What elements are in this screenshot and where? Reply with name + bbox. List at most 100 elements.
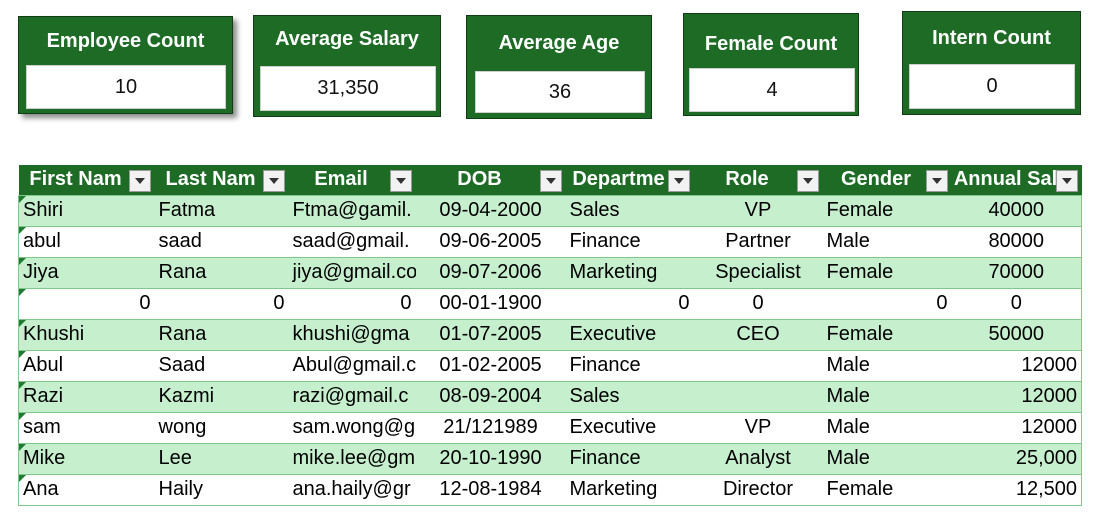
table-cell-email[interactable]: sam.wong@g: [288, 411, 416, 443]
table-cell-department[interactable]: Sales: [565, 380, 694, 412]
table-cell-annual-salary[interactable]: 12000: [951, 411, 1082, 443]
column-header-department[interactable]: Departme: [565, 165, 694, 195]
table-cell-gender[interactable]: 0: [822, 287, 952, 319]
table-row[interactable]: Shiri Fatma Ftma@gamil. 09-04-2000 Sales VP Fe…: [18, 194, 1082, 226]
table-cell-dob[interactable]: 00-01-1900: [415, 287, 566, 319]
filter-dropdown-icon[interactable]: [262, 170, 285, 192]
table-cell-role[interactable]: [693, 349, 823, 381]
column-header-first-name[interactable]: First Nam: [18, 165, 155, 195]
table-cell-last-name[interactable]: Saad: [154, 349, 289, 381]
table-cell-dob[interactable]: 20-10-1990: [415, 442, 566, 474]
table-cell-annual-salary[interactable]: 70000: [951, 256, 1082, 288]
table-cell-annual-salary[interactable]: 40000: [951, 194, 1082, 226]
table-cell-dob[interactable]: 21/121989: [415, 411, 566, 443]
table-cell-department[interactable]: Executive: [565, 411, 694, 443]
column-header-last-name[interactable]: Last Nam: [154, 165, 289, 195]
table-cell-dob[interactable]: 09-06-2005: [415, 225, 566, 257]
table-cell-annual-salary[interactable]: 12000: [951, 380, 1082, 412]
table-cell-email[interactable]: 0: [288, 287, 416, 319]
filter-dropdown-icon[interactable]: [539, 170, 562, 192]
table-cell-email[interactable]: Ftma@gamil.: [288, 194, 416, 226]
table-cell-role[interactable]: CEO: [693, 318, 823, 350]
table-cell-first-name[interactable]: sam: [18, 411, 155, 443]
table-cell-gender[interactable]: Male: [822, 349, 952, 381]
table-cell-email[interactable]: Abul@gmail.c: [288, 349, 416, 381]
table-cell-annual-salary[interactable]: 80000: [951, 225, 1082, 257]
table-cell-first-name[interactable]: Abul: [18, 349, 155, 381]
table-cell-last-name[interactable]: Lee: [154, 442, 289, 474]
table-cell-gender[interactable]: Male: [822, 225, 952, 257]
column-header-dob[interactable]: DOB: [415, 165, 566, 195]
table-cell-annual-salary[interactable]: 12000: [951, 349, 1082, 381]
table-cell-annual-salary[interactable]: 0: [951, 287, 1082, 319]
table-row[interactable]: abul saad saad@gmail. 09-06-2005 Finance Part…: [18, 225, 1082, 257]
table-cell-dob[interactable]: 12-08-1984: [415, 473, 566, 505]
table-row[interactable]: Khushi Rana khushi@gma 01-07-2005 Executive C…: [18, 318, 1082, 350]
table-cell-gender[interactable]: Male: [822, 411, 952, 443]
table-row[interactable]: 0 0 0 00-01-1900 0 0 0 0: [18, 287, 1082, 319]
table-cell-last-name[interactable]: saad: [154, 225, 289, 257]
table-row[interactable]: Jiya Rana jiya@gmail.co 09-07-2006 Marketing…: [18, 256, 1082, 288]
table-cell-email[interactable]: ana.haily@gr: [288, 473, 416, 505]
table-cell-dob[interactable]: 01-02-2005: [415, 349, 566, 381]
table-cell-gender[interactable]: Male: [822, 380, 952, 412]
filter-dropdown-icon[interactable]: [925, 170, 948, 192]
table-cell-gender[interactable]: Female: [822, 473, 952, 505]
table-cell-annual-salary[interactable]: 25,000: [951, 442, 1082, 474]
table-row[interactable]: Abul Saad Abul@gmail.c 01-02-2005 Finance Mal…: [18, 349, 1082, 381]
table-cell-role[interactable]: Director: [693, 473, 823, 505]
column-header-gender[interactable]: Gender: [822, 165, 952, 195]
table-row[interactable]: Mike Lee mike.lee@gm 20-10-1990 Finance Analy…: [18, 442, 1082, 474]
table-cell-first-name[interactable]: abul: [18, 225, 155, 257]
table-cell-last-name[interactable]: Rana: [154, 256, 289, 288]
table-cell-role[interactable]: Analyst: [693, 442, 823, 474]
table-cell-department[interactable]: Executive: [565, 318, 694, 350]
table-row[interactable]: sam wong sam.wong@g 21/121989 Executive VP Mal…: [18, 411, 1082, 443]
table-cell-first-name[interactable]: 0: [18, 287, 155, 319]
table-cell-last-name[interactable]: Fatma: [154, 194, 289, 226]
table-cell-last-name[interactable]: Haily: [154, 473, 289, 505]
table-row[interactable]: Razi Kazmi razi@gmail.c 08-09-2004 Sales Male…: [18, 380, 1082, 412]
filter-dropdown-icon[interactable]: [667, 170, 690, 192]
table-cell-role[interactable]: VP: [693, 411, 823, 443]
table-cell-first-name[interactable]: Mike: [18, 442, 155, 474]
table-cell-gender[interactable]: Female: [822, 318, 952, 350]
table-cell-last-name[interactable]: Kazmi: [154, 380, 289, 412]
table-cell-first-name[interactable]: Jiya: [18, 256, 155, 288]
column-header-role[interactable]: Role: [693, 165, 823, 195]
table-row[interactable]: Ana Haily ana.haily@gr 12-08-1984 Marketing D…: [18, 473, 1082, 505]
filter-dropdown-icon[interactable]: [796, 170, 819, 192]
filter-dropdown-icon[interactable]: [128, 170, 151, 192]
table-cell-last-name[interactable]: Rana: [154, 318, 289, 350]
table-cell-department[interactable]: Sales: [565, 194, 694, 226]
table-cell-annual-salary[interactable]: 50000: [951, 318, 1082, 350]
table-cell-first-name[interactable]: Shiri: [18, 194, 155, 226]
table-cell-email[interactable]: razi@gmail.c: [288, 380, 416, 412]
table-cell-role[interactable]: 0: [693, 287, 823, 319]
table-cell-email[interactable]: saad@gmail.: [288, 225, 416, 257]
table-cell-email[interactable]: mike.lee@gm: [288, 442, 416, 474]
column-header-annual-salary[interactable]: Annual Sal: [951, 165, 1082, 195]
table-cell-gender[interactable]: Male: [822, 442, 952, 474]
table-cell-gender[interactable]: Female: [822, 194, 952, 226]
table-cell-first-name[interactable]: Ana: [18, 473, 155, 505]
table-cell-last-name[interactable]: 0: [154, 287, 289, 319]
table-cell-role[interactable]: VP: [693, 194, 823, 226]
table-cell-first-name[interactable]: Razi: [18, 380, 155, 412]
table-cell-gender[interactable]: Female: [822, 256, 952, 288]
table-cell-annual-salary[interactable]: 12,500: [951, 473, 1082, 505]
column-header-email[interactable]: Email: [288, 165, 416, 195]
table-cell-department[interactable]: Finance: [565, 225, 694, 257]
table-cell-dob[interactable]: 01-07-2005: [415, 318, 566, 350]
table-cell-first-name[interactable]: Khushi: [18, 318, 155, 350]
table-cell-role[interactable]: Specialist: [693, 256, 823, 288]
filter-dropdown-icon[interactable]: [389, 170, 412, 192]
table-cell-email[interactable]: khushi@gma: [288, 318, 416, 350]
table-cell-department[interactable]: Finance: [565, 349, 694, 381]
table-cell-department[interactable]: 0: [565, 287, 694, 319]
filter-dropdown-icon[interactable]: [1055, 170, 1078, 192]
table-cell-department[interactable]: Marketing: [565, 256, 694, 288]
table-cell-role[interactable]: [693, 380, 823, 412]
table-cell-role[interactable]: Partner: [693, 225, 823, 257]
table-cell-dob[interactable]: 08-09-2004: [415, 380, 566, 412]
